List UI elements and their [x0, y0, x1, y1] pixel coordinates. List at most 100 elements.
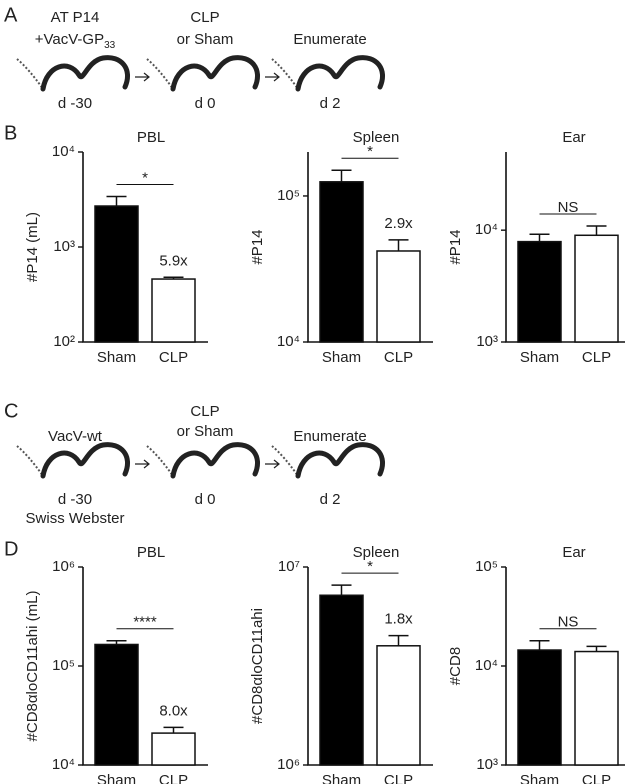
y-tick-label: 10³: [476, 333, 498, 350]
day-label: Swiss Webster: [26, 510, 125, 527]
chart-title: Ear: [562, 544, 585, 561]
y-tick-label: 10⁴: [475, 657, 498, 674]
chart-title: PBL: [137, 544, 165, 561]
bar: [319, 594, 364, 766]
bar: [517, 240, 562, 343]
fold-label: 2.9x: [384, 215, 413, 232]
significance-label: NS: [558, 199, 579, 216]
fold-label: 8.0x: [159, 702, 188, 719]
x-tick-label: CLP: [582, 349, 611, 366]
y-tick-label: 10⁴: [52, 756, 75, 773]
step-label: VacV-wt: [48, 428, 103, 445]
squiggle: [16, 55, 130, 92]
squiggle-tail: [16, 445, 44, 477]
panel-label: D: [4, 538, 18, 560]
squiggle: [271, 55, 385, 92]
x-tick-label: CLP: [159, 772, 188, 784]
day-label: d 0: [195, 95, 216, 112]
y-tick-label: 10⁴: [52, 143, 75, 160]
day-label: d -30: [58, 95, 92, 112]
y-tick-label: 10⁵: [52, 657, 75, 674]
chart-title: Spleen: [353, 129, 400, 146]
y-tick-label: 10⁶: [277, 756, 300, 773]
x-tick-label: CLP: [159, 349, 188, 366]
x-tick-label: Sham: [322, 349, 361, 366]
y-axis-label: #CD8αloCD11ahi (mL): [24, 591, 41, 742]
bar: [151, 732, 196, 766]
panel-label: A: [4, 4, 18, 26]
significance-label: NS: [558, 614, 579, 631]
step-label: AT P14: [51, 9, 100, 26]
chart-title: Ear: [562, 129, 585, 146]
y-axis-label: #P14: [249, 229, 266, 264]
day-label: d 2: [320, 491, 341, 508]
step-label: CLP: [190, 9, 219, 26]
bar: [94, 205, 139, 343]
step-label: or Sham: [177, 31, 234, 48]
step-label: +VacV-GP33: [35, 31, 116, 51]
squiggle-body: [170, 442, 260, 479]
fold-label: 1.8x: [384, 611, 413, 628]
significance-label: ****: [133, 614, 157, 631]
bar: [151, 278, 196, 343]
chart-title: Spleen: [353, 544, 400, 561]
y-axis-label: #CD8αloCD11ahi: [249, 608, 266, 724]
significance-label: *: [142, 169, 148, 186]
bar: [517, 649, 562, 766]
y-tick-label: 10⁵: [277, 187, 300, 204]
y-axis-label: #P14: [447, 229, 464, 264]
bar: [94, 643, 139, 766]
squiggle-body: [40, 55, 130, 92]
step-label: or Sham: [177, 423, 234, 440]
panel-label: C: [4, 400, 18, 422]
bar: [376, 645, 421, 766]
y-tick-label: 10³: [476, 756, 498, 773]
day-label: d 0: [195, 491, 216, 508]
x-tick-label: Sham: [97, 772, 136, 784]
x-tick-label: Sham: [322, 772, 361, 784]
significance-label: *: [367, 558, 373, 575]
day-label: d -30: [58, 491, 92, 508]
y-tick-label: 10⁴: [277, 333, 300, 350]
panel-label: B: [4, 122, 17, 144]
day-label: d 2: [320, 95, 341, 112]
squiggle-tail: [271, 58, 299, 90]
x-tick-label: Sham: [97, 349, 136, 366]
x-tick-label: Sham: [520, 772, 559, 784]
bar: [376, 250, 421, 343]
squiggle-tail: [16, 58, 44, 90]
squiggle-tail: [146, 445, 174, 477]
arrow: [135, 72, 150, 82]
y-tick-label: 10²: [53, 333, 75, 350]
y-tick-label: 10⁵: [475, 558, 498, 575]
x-tick-label: Sham: [520, 349, 559, 366]
arrow: [135, 459, 150, 469]
arrow: [265, 459, 280, 469]
step-label: Enumerate: [293, 428, 366, 445]
squiggle-body: [295, 55, 385, 92]
x-tick-label: CLP: [384, 349, 413, 366]
x-tick-label: CLP: [384, 772, 413, 784]
x-tick-label: CLP: [582, 772, 611, 784]
bar: [574, 650, 619, 766]
squiggle: [146, 442, 260, 479]
significance-label: *: [367, 143, 373, 160]
squiggle-body: [40, 442, 130, 479]
step-label: Enumerate: [293, 31, 366, 48]
y-tick-label: 10⁷: [278, 558, 300, 575]
bar: [574, 234, 619, 343]
squiggle-tail: [146, 58, 174, 90]
y-tick-label: 10⁴: [475, 221, 498, 238]
y-tick-label: 10⁶: [52, 558, 75, 575]
step-label-sub: 33: [104, 40, 116, 51]
squiggle-body: [295, 442, 385, 479]
squiggle: [146, 55, 260, 92]
bar: [319, 181, 364, 343]
squiggle-tail: [271, 445, 299, 477]
step-label: CLP: [190, 403, 219, 420]
step-label-text: +VacV-GP: [35, 31, 104, 48]
squiggle: [16, 442, 130, 479]
y-axis-label: #P14 (mL): [24, 212, 41, 282]
squiggle: [271, 442, 385, 479]
